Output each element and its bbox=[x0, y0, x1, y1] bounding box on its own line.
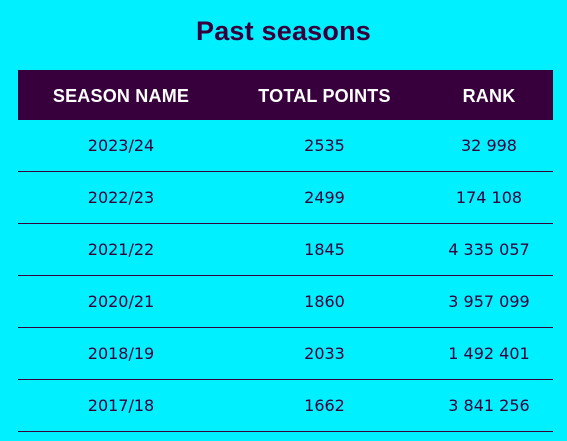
season-name-cell: 2017/18 bbox=[87, 396, 155, 415]
table-row: 2017/18 1662 3 841 256 bbox=[18, 380, 553, 432]
table-row: 2022/23 2499 174 108 bbox=[18, 172, 553, 224]
total-points-cell: 1662 bbox=[304, 396, 345, 415]
rank-cell: 4 335 057 bbox=[448, 240, 530, 259]
season-name-cell: 2021/22 bbox=[87, 240, 155, 259]
total-points-cell: 2499 bbox=[304, 188, 345, 207]
table-row: 2023/24 2535 32 998 bbox=[18, 120, 553, 172]
season-name-cell: 2023/24 bbox=[87, 136, 155, 155]
total-points-cell: 2535 bbox=[304, 136, 345, 155]
page-title: Past seasons bbox=[196, 16, 371, 46]
column-header-total-points: TOTAL POINTS bbox=[258, 85, 391, 106]
column-header-season-name: SEASON NAME bbox=[52, 85, 190, 106]
season-name-cell: 2022/23 bbox=[87, 188, 155, 207]
rank-cell: 3 957 099 bbox=[448, 292, 530, 311]
column-header-rank: RANK bbox=[462, 85, 516, 106]
total-points-cell: 2033 bbox=[304, 344, 345, 363]
past-seasons-table: SEASON NAME TOTAL POINTS RANK 2023/24 25… bbox=[18, 70, 553, 432]
rank-cell: 174 108 bbox=[455, 188, 523, 207]
table-header-row: SEASON NAME TOTAL POINTS RANK bbox=[18, 70, 553, 120]
total-points-cell: 1860 bbox=[304, 292, 345, 311]
table-row: 2018/19 2033 1 492 401 bbox=[18, 328, 553, 380]
rank-cell: 3 841 256 bbox=[448, 396, 530, 415]
season-name-cell: 2018/19 bbox=[87, 344, 155, 363]
total-points-cell: 1845 bbox=[304, 240, 345, 259]
season-name-cell: 2020/21 bbox=[87, 292, 155, 311]
rank-cell: 1 492 401 bbox=[448, 344, 530, 363]
table-row: 2020/21 1860 3 957 099 bbox=[18, 276, 553, 328]
rank-cell: 32 998 bbox=[461, 136, 517, 155]
table-row: 2021/22 1845 4 335 057 bbox=[18, 224, 553, 276]
